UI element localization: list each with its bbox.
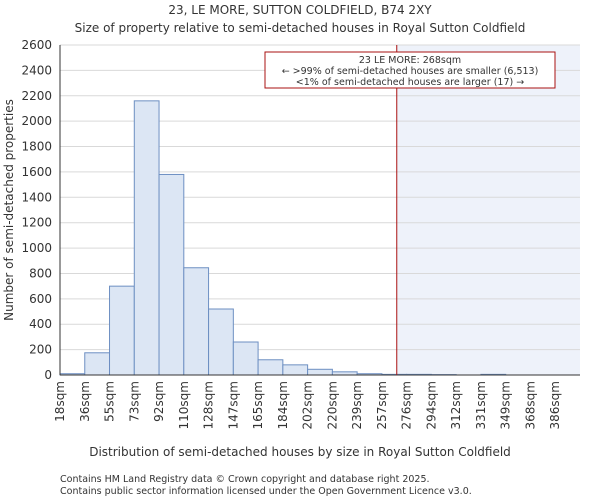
footer-line-1: Contains HM Land Registry data © Crown c… <box>60 474 430 485</box>
y-tick-label: 800 <box>29 266 52 280</box>
y-tick-label: 0 <box>44 368 52 382</box>
bar <box>84 352 111 376</box>
y-tick-label: 200 <box>29 343 52 357</box>
x-tick-label: 386sqm <box>548 381 562 429</box>
annotation-box <box>264 51 556 89</box>
y-tick-label: 400 <box>29 317 52 331</box>
x-tick-label: 312sqm <box>449 381 463 429</box>
x-tick-label: 220sqm <box>325 381 339 429</box>
footer-line-2: Contains public sector information licen… <box>60 486 472 497</box>
bar <box>183 267 210 376</box>
y-tick-label: 2600 <box>21 38 52 52</box>
chart-subtitle: Size of property relative to semi-detach… <box>75 21 526 35</box>
y-tick-label: 2000 <box>21 114 52 128</box>
x-tick-label: 276sqm <box>400 381 414 429</box>
x-tick-label: 18sqm <box>53 381 67 422</box>
plot-area: 0 200 400 600 800 1000 1200 1400 1600 1800 2000 220… <box>21 38 580 429</box>
x-tick-label: 257sqm <box>375 381 389 429</box>
x-tick-label: 147sqm <box>226 381 240 429</box>
x-tick-label: 349sqm <box>499 381 513 429</box>
y-tick-label: 1600 <box>21 165 52 179</box>
y-tick-label: 1400 <box>21 190 52 204</box>
bar <box>232 341 259 376</box>
y-tick-label: 600 <box>29 292 52 306</box>
annotation-text: <1% of semi-detached houses are larger (… <box>296 77 524 88</box>
x-tick-label: 128sqm <box>202 381 216 429</box>
bar <box>257 359 284 376</box>
x-tick-label: 368sqm <box>523 381 537 429</box>
chart-title: 23, LE MORE, SUTTON COLDFIELD, B74 2XY <box>168 3 432 17</box>
x-tick-label: 239sqm <box>350 381 364 429</box>
annotation-text: ← >99% of semi-detached houses are small… <box>282 66 539 77</box>
y-tick-label: 2400 <box>21 63 52 77</box>
x-tick-label: 331sqm <box>474 381 488 429</box>
bar <box>282 364 309 376</box>
y-tick-label: 2200 <box>21 89 52 103</box>
y-axis-label: Number of semi-detached properties <box>2 99 16 321</box>
y-tick-label: 1800 <box>21 140 52 154</box>
x-tick-label: 110sqm <box>177 381 191 429</box>
x-tick-label: 202sqm <box>301 381 315 429</box>
y-tick-label: 1000 <box>21 241 52 255</box>
x-axis-label: Distribution of semi-detached houses by … <box>89 445 511 459</box>
x-tick-label: 184sqm <box>276 381 290 429</box>
bar <box>109 285 135 376</box>
x-tick-label: 165sqm <box>251 381 265 429</box>
x-tick-label: 36sqm <box>78 381 92 422</box>
bar <box>158 173 185 376</box>
x-tick-label: 92sqm <box>152 381 166 422</box>
x-tick-label: 73sqm <box>127 381 141 422</box>
x-tick-label: 294sqm <box>424 381 438 429</box>
highlight-region <box>396 45 580 375</box>
bar <box>133 100 160 376</box>
bar <box>208 308 234 376</box>
bar <box>307 368 333 376</box>
y-tick-label: 1200 <box>21 216 52 230</box>
annotation-text: 23 LE MORE: 268sqm <box>359 55 461 66</box>
x-tick-label: 55sqm <box>103 381 117 422</box>
